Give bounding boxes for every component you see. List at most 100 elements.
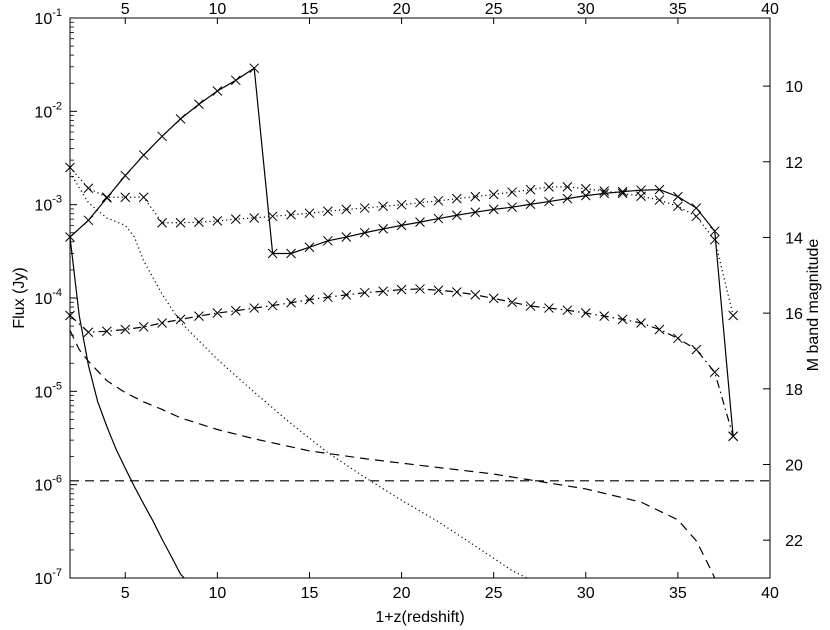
series-2-point [617,314,628,325]
ticks-layer: 5 10 15 20 25 30 35 40 5 10 15 20 25 30 35 40 10-7 10-6 10… [34,1,803,602]
series-2-point [359,287,370,298]
series-1-point [304,208,315,219]
y2-tick-label: 16 [785,306,803,323]
series-1-point [249,213,260,223]
series-0-point [415,217,425,227]
series-1-point [691,211,702,222]
y2-tick-label: 14 [785,230,803,247]
x-top-tick-label: 5 [121,1,130,18]
series-0-point [138,150,149,160]
series-1-point [212,216,223,226]
series-4-line [69,172,528,579]
series-0-line [69,67,734,437]
y2-tick-label: 20 [785,457,803,474]
series-1-point [396,199,407,210]
series-1-point [157,217,167,228]
series-1-point [562,182,573,192]
x-axis-label: 1+z(redshift) [375,609,464,626]
series-0-point [691,203,702,213]
series-1-point [580,183,591,194]
series-2-point [562,305,573,316]
series-0-point [599,188,610,199]
series-5-line [69,330,716,579]
series-2-point [175,314,186,325]
series-2-point [267,300,278,311]
series-0-point [83,215,94,226]
series-2-point [286,297,296,308]
series-0-point [580,190,591,201]
series-0-point [507,202,517,213]
series-2-point [599,311,610,321]
series-1-point [120,192,131,203]
x-top-tick-label: 35 [669,1,687,18]
series-2-point [654,324,665,335]
series-0-point [378,224,389,234]
series-1-point [378,201,389,212]
y-tick-label: 10-3 [34,194,62,215]
y2-tick-label: 22 [785,533,803,550]
series-0-point [396,220,407,231]
series-0-point [230,75,241,86]
series-1-line [69,167,734,316]
series-0-point [562,193,573,204]
series-2-point [488,293,499,304]
series-1-point [230,214,241,224]
series-0-point [304,242,315,253]
series-0-point [433,213,444,224]
series-1-point [507,187,517,198]
series-1-point [488,189,499,200]
series-0-point [120,170,131,181]
series-0-point [249,63,260,74]
series-2-point [691,344,702,355]
y-tick-label: 10-4 [34,287,62,308]
series-0-point [175,114,186,124]
series-0-point [157,131,167,142]
series-2-point [709,367,720,378]
series-1-point [83,183,94,194]
x-top-tick-label: 25 [485,1,503,18]
series-2-point [544,303,554,313]
series-0-point [194,99,204,110]
series-2-point [673,333,683,344]
y2-tick-label: 10 [785,79,803,96]
series-2-point [470,290,481,300]
series-1-point [617,188,628,199]
series-2-point [230,305,241,316]
series-1-point [544,182,554,192]
series-0-point [212,86,223,96]
series-1-point [359,203,370,213]
series-2-point [157,318,167,328]
y-tick-label: 10-5 [34,380,62,401]
series-0-point [525,199,536,210]
series-4 [69,172,528,579]
series-0-point [286,248,296,259]
series-0-point [544,196,554,207]
series-2-point [415,284,425,294]
y-axis-label: Flux (Jy) [11,267,28,328]
series-2-point [120,324,131,335]
x-top-tick-label: 40 [761,1,779,18]
y-tick-label: 10-6 [34,474,62,495]
series-1-point [323,206,333,217]
series-2-point [212,308,223,318]
series-2-point [451,287,462,297]
x-top-tick-label: 20 [393,1,411,18]
series-2-point [580,308,591,318]
y2-tick-label: 18 [785,382,803,399]
series-0-point [709,226,720,237]
series-1-point [415,197,425,208]
series-2 [65,284,739,442]
series-2-point [249,303,260,313]
series-2-point [525,301,536,311]
x-tick-label: 5 [121,585,130,602]
series-2-point [433,285,444,296]
x-tick-label: 10 [208,585,226,602]
series-1-point [654,195,665,205]
series-2-point [138,322,149,332]
series-1-point [194,217,204,227]
series-0-point [470,207,481,218]
x-tick-label: 15 [301,585,319,602]
series-1-point [267,211,278,222]
y2-tick-label: 12 [785,155,803,172]
